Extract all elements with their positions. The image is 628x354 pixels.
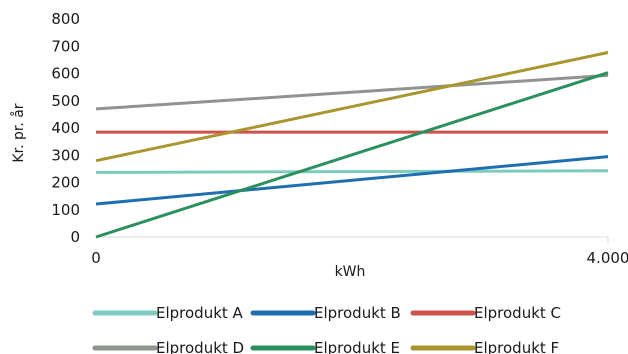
y-axis-title: Kr. pr. år [10, 103, 27, 162]
x-axis-ticks: 0 4.000 [91, 249, 628, 267]
legend: Elprodukt A Elprodukt B Elprodukt C Elprodu… [92, 304, 561, 354]
x-tick-label: 0 [91, 249, 101, 267]
y-tick-label: 0 [70, 228, 80, 246]
series-line-elprodukt-f [95, 51, 609, 163]
legend-item: Elprodukt A [92, 304, 244, 322]
y-tick-label: 100 [51, 201, 80, 219]
x-tick-label: 4.000 [587, 249, 628, 267]
y-tick-label: 800 [51, 10, 80, 28]
series-line-elprodukt-b [95, 155, 609, 206]
y-axis-ticks: 0 100 200 300 400 500 600 700 800 [51, 10, 80, 246]
y-tick-label: 700 [51, 37, 80, 55]
legend-label: Elprodukt D [156, 339, 244, 354]
series-lines [95, 51, 609, 239]
x-axis-title: kWh [335, 264, 366, 280]
series-line-elprodukt-e [95, 71, 609, 239]
y-tick-label: 500 [51, 92, 80, 110]
legend-label: Elprodukt C [474, 304, 561, 322]
legend-label: Elprodukt A [156, 304, 244, 322]
legend-label: Elprodukt B [314, 304, 401, 322]
y-tick-label: 200 [51, 174, 80, 192]
legend-label: Elprodukt E [314, 339, 400, 354]
legend-item: Elprodukt C [410, 304, 561, 322]
series-line-elprodukt-d [95, 73, 609, 111]
y-tick-label: 600 [51, 65, 80, 83]
y-tick-label: 300 [51, 146, 80, 164]
legend-label: Elprodukt F [474, 339, 559, 354]
y-tick-label: 400 [51, 119, 80, 137]
legend-item: Elprodukt D [92, 339, 244, 354]
series-line-elprodukt-a [95, 169, 609, 174]
legend-item: Elprodukt E [250, 339, 400, 354]
legend-item: Elprodukt B [250, 304, 401, 322]
legend-item: Elprodukt F [410, 339, 559, 354]
